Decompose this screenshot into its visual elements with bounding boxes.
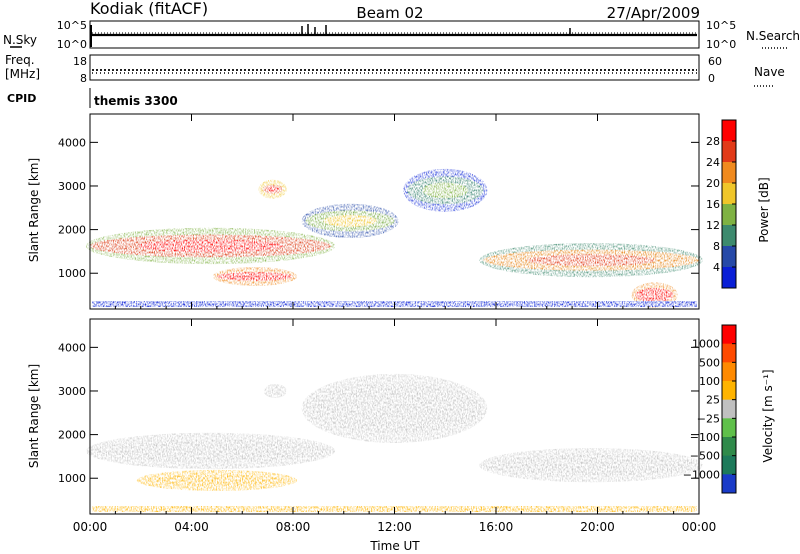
- colorbar-tick-label: 16: [706, 198, 720, 211]
- echo-band-core: [323, 214, 377, 227]
- colorbar-frame: [721, 324, 737, 494]
- colorbar-tick-label: 500: [699, 356, 720, 369]
- x-tick-label: 20:00: [580, 520, 615, 534]
- nsearch-label: N.Search: [746, 29, 800, 43]
- echo-band: [140, 475, 293, 486]
- cpid-value: themis 3300: [94, 94, 178, 108]
- power-axes: 1000 2000 3000 4000: [58, 114, 700, 309]
- power-plot-frame: [89, 113, 700, 310]
- colorbar-tick-label: 1000: [692, 338, 720, 351]
- colorbar-swatch: [722, 381, 736, 401]
- colorbar-tick-label: 4: [713, 261, 720, 274]
- cpid-label: CPID: [7, 92, 36, 105]
- x-tick-label: 00:00: [682, 520, 717, 534]
- noise-panel: N.Sky 10^5 10^0 10^5 10^0 N.Search: [3, 19, 800, 51]
- power-colorbar: 28 24 20 16 12 8 4: [706, 119, 737, 289]
- echo-band: [267, 388, 283, 394]
- colorbar-swatch: [722, 225, 736, 247]
- y-tick-label: 3000: [58, 180, 86, 193]
- station-title: Kodiak (fitACF): [90, 0, 208, 18]
- colorbar-tick-label: 20: [706, 177, 720, 190]
- colorbar-swatch: [722, 437, 736, 457]
- echo-band-core: [643, 291, 667, 299]
- echo-band-core: [138, 239, 283, 253]
- colorbar-swatch: [722, 362, 736, 382]
- colorbar-swatch: [722, 267, 736, 289]
- colorbar-swatch: [722, 204, 736, 226]
- nave-tick-top: 60: [708, 55, 722, 68]
- y-tick-label: 1000: [58, 472, 86, 485]
- velocity-colorbar-label: Velocity [m s⁻¹]: [761, 369, 775, 462]
- colorbar-tick-label: 8: [713, 240, 720, 253]
- colorbar-swatch: [722, 183, 736, 205]
- echo-band-core: [266, 186, 279, 192]
- nsky-tick-bottom: 10^0: [57, 38, 87, 51]
- freq-tick-top: 18: [73, 55, 87, 68]
- echo-band-core: [526, 254, 656, 267]
- cpid-strip: CPID themis 3300: [7, 88, 178, 108]
- colorbar-tick-label: −1000: [683, 468, 720, 481]
- colorbar-tick-label: 24: [706, 156, 720, 169]
- colorbar-tick-label: 25: [706, 394, 720, 407]
- velocity-axes: 1000 2000 3000 4000: [58, 319, 700, 514]
- x-tick-label: 16:00: [479, 520, 514, 534]
- velocity-colorbar: 1000 500 100 25 −25 −100 −500 −1000: [683, 324, 737, 494]
- velocity-y-axis-label: Slant Range [km]: [27, 364, 41, 468]
- nave-label: Nave: [754, 65, 785, 79]
- beam-label: Beam 02: [356, 4, 423, 22]
- power-echo-layer: [86, 168, 703, 308]
- freq-label: Freq.: [5, 53, 35, 67]
- colorbar-swatch: [722, 162, 736, 184]
- y-tick-label: 4000: [58, 341, 86, 354]
- x-tick-label: 04:00: [174, 520, 209, 534]
- y-tick-label: 2000: [58, 429, 86, 442]
- echo-band-core: [232, 274, 278, 279]
- colorbar-swatch: [722, 418, 736, 438]
- colorbar-tick-label: 28: [706, 135, 720, 148]
- freq-tick-bottom: 8: [80, 72, 87, 85]
- power-y-axis-label: Slant Range [km]: [27, 158, 41, 262]
- velocity-echo-layer: [86, 373, 703, 512]
- colorbar-tick-label: −25: [697, 412, 720, 425]
- nave-tick-bottom: 0: [708, 72, 715, 85]
- y-tick-label: 3000: [58, 385, 86, 398]
- x-tick-label: 12:00: [377, 520, 412, 534]
- colorbar-tick-label: −500: [690, 450, 720, 463]
- freq-unit: [MHz]: [5, 67, 40, 81]
- colorbar-tick-label: 100: [699, 375, 720, 388]
- y-tick-label: 1000: [58, 267, 86, 280]
- x-axis-label: Time UT: [369, 539, 420, 553]
- date-label: 27/Apr/2009: [607, 4, 700, 22]
- echo-band-core: [422, 182, 469, 199]
- nsearch-tick-bottom: 10^0: [706, 38, 736, 51]
- x-tick-label: 00:00: [73, 520, 108, 534]
- colorbar-swatch: [722, 246, 736, 268]
- velocity-panel: 1000 2000 3000 4000 Slant Range [km] 1000 50…: [27, 318, 775, 553]
- colorbar-swatch: [722, 343, 736, 363]
- x-tick-labels: 00:00 04:00 08:00 12:00 16:00 20:00 00:00: [73, 520, 717, 534]
- power-colorbar-label: Power [dB]: [757, 177, 771, 242]
- colorbar-swatch: [722, 120, 736, 142]
- nsky-tick-top: 10^5: [57, 19, 87, 32]
- nsearch-tick-top: 10^5: [706, 19, 736, 32]
- colorbar-swatch: [722, 325, 736, 345]
- y-tick-label: 4000: [58, 136, 86, 149]
- colorbar-tick-label: −100: [690, 431, 720, 444]
- x-tick-label: 08:00: [276, 520, 311, 534]
- y-tick-label: 2000: [58, 224, 86, 237]
- colorbar-swatch: [722, 474, 736, 494]
- nsky-label: N.Sky: [3, 33, 37, 47]
- freq-panel: Freq. [MHz] 18 8 60 0 Nave: [5, 53, 785, 87]
- power-panel: 1000 2000 3000 4000 Slant Range [km] 28 24 20…: [27, 113, 771, 310]
- colorbar-swatch: [722, 141, 736, 163]
- echo-band: [483, 454, 699, 476]
- echo-band: [305, 384, 484, 433]
- colorbar-swatch: [722, 399, 736, 419]
- echo-band: [90, 439, 332, 463]
- colorbar-swatch: [722, 455, 736, 475]
- colorbar-tick-label: 12: [706, 219, 720, 232]
